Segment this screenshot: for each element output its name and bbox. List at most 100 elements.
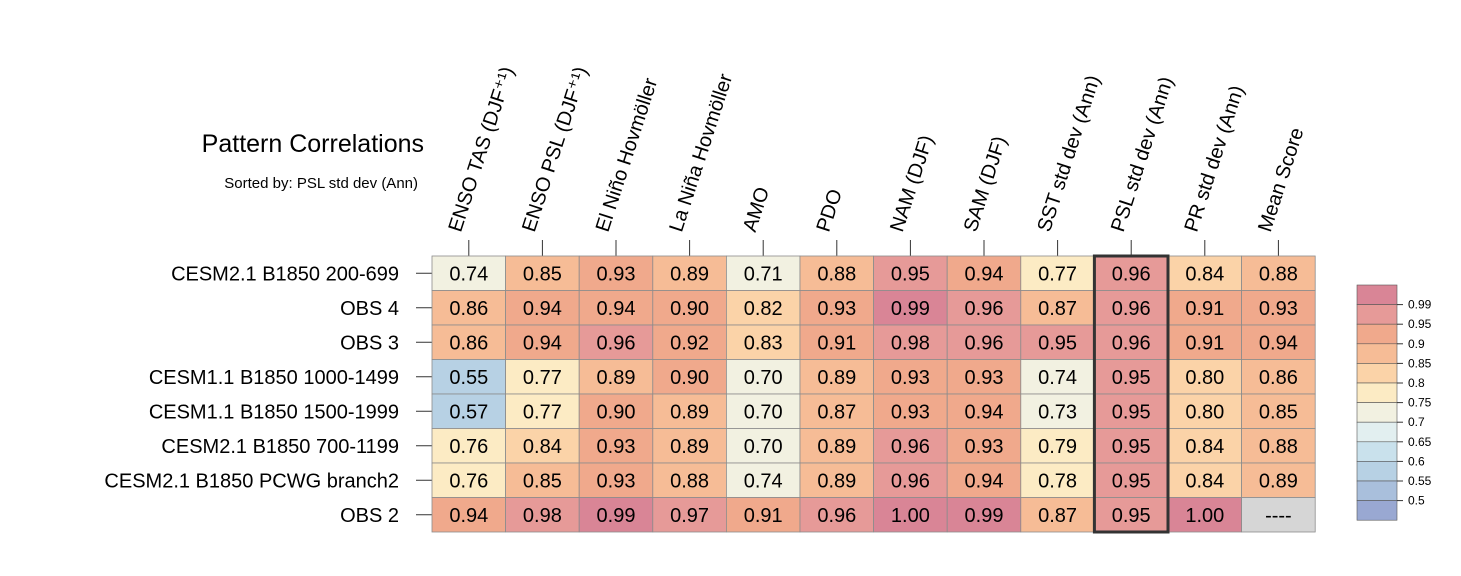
cell-value: 0.96 bbox=[965, 298, 1004, 320]
cell-value: 0.91 bbox=[1185, 298, 1224, 320]
heatmap-cell bbox=[505, 462, 580, 498]
cell-value: 0.89 bbox=[670, 263, 709, 285]
column-labels: ENSO TAS (DJF⁺¹) ENSO PSL (DJF⁺¹) El Niño … bbox=[445, 64, 1308, 256]
heatmap-cell bbox=[652, 497, 727, 533]
cell-value: 0.91 bbox=[1185, 332, 1224, 354]
cell-value: 0.83 bbox=[744, 332, 783, 354]
heatmap-cell bbox=[505, 255, 580, 291]
heatmap-cell bbox=[946, 497, 1022, 533]
cell-value: 0.88 bbox=[670, 470, 709, 492]
cell-value: 0.84 bbox=[1185, 263, 1224, 285]
cell-value: 0.70 bbox=[744, 401, 783, 423]
colorbar-segment bbox=[1356, 382, 1398, 403]
cell-value: 0.95 bbox=[1112, 436, 1151, 458]
cell-value: 0.96 bbox=[1112, 263, 1151, 285]
cell-value: 0.99 bbox=[891, 298, 930, 320]
highlight-column-frame bbox=[1092, 254, 1170, 534]
cell-value: 0.88 bbox=[1259, 436, 1298, 458]
cell-value: 0.90 bbox=[670, 367, 709, 389]
heatmap-cell bbox=[1094, 255, 1169, 291]
cell-value: 0.90 bbox=[597, 401, 636, 423]
cell-value: 0.95 bbox=[1112, 505, 1151, 527]
heatmap-cell bbox=[1094, 497, 1169, 533]
cell-value: 0.94 bbox=[523, 298, 562, 320]
colorbar-segment bbox=[1356, 304, 1398, 325]
cell-value: 0.91 bbox=[817, 332, 856, 354]
heatmap-cell bbox=[873, 393, 948, 429]
colorbar-tick-label: 0.9 bbox=[1408, 337, 1425, 351]
cell-value: 0.96 bbox=[891, 470, 930, 492]
cell-value: 0.93 bbox=[597, 470, 636, 492]
cell-value: 0.76 bbox=[449, 470, 488, 492]
cell-value: 0.82 bbox=[744, 298, 783, 320]
cell-value: 0.86 bbox=[449, 298, 488, 320]
colorbar-tick-label: 0.55 bbox=[1408, 474, 1432, 488]
heatmap-cell bbox=[652, 393, 727, 429]
cell-value: 0.93 bbox=[1259, 298, 1298, 320]
cell-value: 0.98 bbox=[891, 332, 930, 354]
cell-value: 0.94 bbox=[965, 263, 1004, 285]
heatmap-cell bbox=[799, 428, 874, 464]
heatmap-cell bbox=[1020, 497, 1095, 533]
cell-value: 0.94 bbox=[449, 505, 488, 527]
cell-value: 0.84 bbox=[523, 436, 562, 458]
heatmap-cell bbox=[652, 290, 727, 326]
column-label: PR std dev (Ann) bbox=[1181, 83, 1249, 235]
heatmap-cell bbox=[431, 428, 506, 464]
heatmap-cell bbox=[1094, 324, 1169, 360]
cell-value: 0.87 bbox=[1038, 505, 1077, 527]
cell-value: 0.77 bbox=[523, 401, 562, 423]
column-label: PSL std dev (Ann) bbox=[1107, 74, 1178, 234]
column-label: El Niño Hovmöller bbox=[592, 75, 662, 234]
colorbar-segment bbox=[1356, 284, 1398, 305]
cell-value: 0.80 bbox=[1185, 401, 1224, 423]
cell-value: 0.74 bbox=[449, 263, 488, 285]
cell-value: 0.89 bbox=[670, 436, 709, 458]
heatmap-cell bbox=[578, 462, 654, 498]
cell-value: 0.93 bbox=[965, 367, 1004, 389]
cell-value: 0.95 bbox=[1112, 367, 1151, 389]
heatmap-cell bbox=[946, 428, 1022, 464]
colorbar-tick-label: 0.6 bbox=[1408, 454, 1425, 468]
cell-value: 0.96 bbox=[891, 436, 930, 458]
cell-value: 1.00 bbox=[1185, 505, 1224, 527]
highlight-frame bbox=[1092, 254, 1170, 534]
heatmap-grid: 0.74 0.85 0.93 0.89 0.71 0.88 0.95 0.94 0.77 0.96… bbox=[431, 255, 1316, 533]
heatmap-cell bbox=[1167, 393, 1242, 429]
heatmap-cell bbox=[1094, 393, 1169, 429]
heatmap-cell bbox=[578, 359, 654, 395]
heatmap-cell bbox=[946, 359, 1022, 395]
colorbar-segment bbox=[1356, 363, 1398, 384]
cell-value: 0.77 bbox=[523, 367, 562, 389]
colorbar-segment bbox=[1356, 421, 1398, 443]
heatmap-cell bbox=[505, 393, 580, 429]
cell-value: 0.93 bbox=[817, 298, 856, 320]
cell-value: 0.94 bbox=[597, 298, 636, 320]
chart-subtitle: Sorted by: PSL std dev (Ann) bbox=[224, 175, 418, 192]
heatmap-cell bbox=[799, 359, 874, 395]
cell-value: 0.99 bbox=[597, 505, 636, 527]
cell-value: 0.94 bbox=[965, 470, 1004, 492]
heatmap-cell bbox=[873, 462, 948, 498]
cell-value: 0.91 bbox=[744, 505, 783, 527]
cell-value: 0.93 bbox=[891, 367, 930, 389]
row-label: OBS 4 bbox=[340, 298, 399, 320]
cell-value: 0.87 bbox=[817, 401, 856, 423]
heatmap-cell bbox=[578, 428, 654, 464]
cell-value: 0.94 bbox=[965, 401, 1004, 423]
heatmap-cell bbox=[431, 497, 506, 533]
colorbar-tick-label: 0.5 bbox=[1408, 494, 1425, 508]
heatmap-cell bbox=[1094, 359, 1169, 395]
cell-value: 0.88 bbox=[817, 263, 856, 285]
cell-value: 0.85 bbox=[523, 470, 562, 492]
row-label: CESM2.1 B1850 PCWG branch2 bbox=[104, 470, 399, 492]
column-label: Mean Score bbox=[1254, 125, 1308, 234]
column-label: La Niña Hovmöller bbox=[665, 71, 737, 235]
row-label: CESM2.1 B1850 200-699 bbox=[171, 263, 399, 285]
heatmap-cell bbox=[578, 393, 654, 429]
colorbar-tick-label: 0.8 bbox=[1408, 376, 1425, 390]
colorbar-segment bbox=[1356, 500, 1398, 521]
heatmap-cell bbox=[1241, 359, 1316, 395]
cell-value: 0.74 bbox=[744, 470, 783, 492]
heatmap-cell bbox=[799, 497, 874, 533]
